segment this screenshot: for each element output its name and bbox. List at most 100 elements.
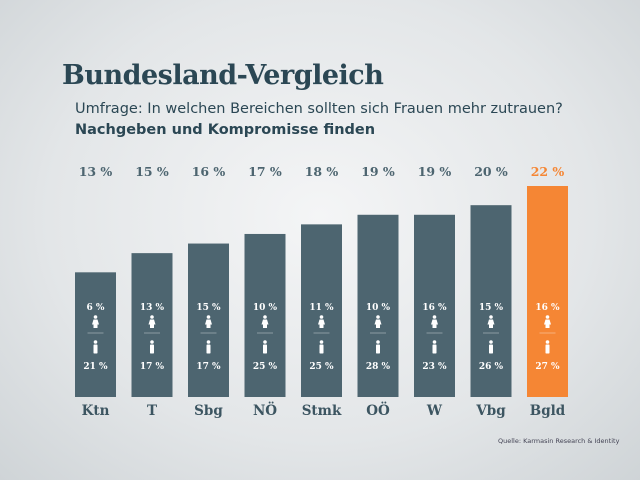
bar-group: 20 % 15 % 26 % Vbg: [470, 164, 512, 419]
value-label: 19 %: [418, 164, 452, 179]
male-icon: [319, 340, 324, 354]
icon-head: [545, 340, 550, 344]
icon-body: [261, 319, 269, 328]
icon-body: [489, 344, 493, 354]
female-icon: [261, 315, 269, 328]
icon-head: [432, 340, 437, 344]
icon-body: [150, 344, 154, 354]
icon-body: [487, 319, 495, 328]
category-label: OÖ: [366, 402, 390, 419]
male-icon: [432, 340, 437, 354]
bar-group: 22 % 16 % 27 % Bgld: [527, 164, 568, 419]
icon-head: [376, 315, 380, 319]
female-value-label: 11 %: [309, 303, 334, 313]
male-icon: [150, 340, 154, 354]
icon-head: [545, 315, 550, 319]
bar: [527, 186, 568, 397]
female-value-label: 6 %: [87, 303, 105, 313]
icon-head: [432, 315, 437, 319]
female-icon: [318, 315, 325, 328]
icon-head: [150, 315, 154, 319]
female-value-label: 15 %: [196, 303, 221, 313]
value-label: 16 %: [192, 164, 226, 179]
icon-head: [489, 315, 493, 319]
bar: [470, 205, 512, 397]
female-icon: [148, 315, 156, 328]
icon-body: [376, 344, 380, 354]
male-icon: [263, 340, 267, 354]
icon-body: [319, 344, 324, 354]
male-icon: [545, 340, 550, 354]
male-value-label: 28 %: [366, 362, 391, 372]
bar-group: 17 % 10 % 25 % NÖ: [244, 164, 286, 419]
female-value-label: 15 %: [479, 303, 504, 313]
icon-head: [206, 315, 211, 319]
male-value-label: 21 %: [83, 362, 108, 372]
value-label: 18 %: [305, 164, 339, 179]
icon-head: [376, 340, 380, 344]
category-label: Sbg: [194, 403, 223, 419]
icon-head: [319, 340, 324, 344]
icon-body: [148, 319, 156, 328]
male-value-label: 26 %: [479, 362, 504, 372]
female-icon: [544, 315, 551, 328]
bar-group: 19 % 10 % 28 % OÖ: [357, 164, 399, 419]
bar: [357, 214, 399, 397]
icon-body: [431, 319, 438, 328]
male-value-label: 23 %: [422, 362, 447, 372]
male-icon: [206, 340, 211, 354]
value-label: 22 %: [531, 164, 565, 179]
icon-head: [93, 340, 98, 344]
male-value-label: 17 %: [140, 362, 165, 372]
icon-head: [206, 340, 211, 344]
male-icon: [376, 340, 380, 354]
category-label: T: [147, 403, 157, 419]
icon-body: [92, 319, 99, 328]
value-label: 13 %: [79, 164, 113, 179]
category-label: NÖ: [253, 402, 277, 419]
female-icon: [374, 315, 382, 328]
subtitle-topic: Nachgeben und Kompromisse finden: [75, 122, 376, 138]
value-label: 17 %: [248, 164, 282, 179]
bar: [301, 224, 342, 397]
icon-body: [544, 319, 551, 328]
icon-head: [93, 315, 98, 319]
value-label: 19 %: [361, 164, 395, 179]
female-icon: [205, 315, 212, 328]
female-value-label: 13 %: [140, 303, 165, 313]
icon-body: [318, 319, 325, 328]
value-label: 20 %: [474, 164, 508, 179]
icon-head: [319, 315, 324, 319]
female-icon: [431, 315, 438, 328]
icon-head: [489, 340, 493, 344]
female-value-label: 16 %: [535, 303, 560, 313]
subtitle: Umfrage: In welchen Bereichen sollten si…: [75, 101, 563, 117]
bar-group: 18 % 11 % 25 % Stmk: [301, 164, 342, 419]
female-value-label: 10 %: [366, 303, 391, 313]
category-label: Stmk: [302, 403, 342, 419]
male-icon: [489, 340, 493, 354]
female-value-label: 10 %: [253, 303, 278, 313]
icon-body: [205, 319, 212, 328]
bar-group: 19 % 16 % 23 % W: [414, 164, 455, 419]
bar: [75, 272, 116, 397]
bar-group: 16 % 15 % 17 % Sbg: [188, 164, 229, 419]
male-value-label: 25 %: [309, 362, 334, 372]
category-label: W: [426, 403, 443, 419]
male-value-label: 17 %: [196, 362, 221, 372]
icon-body: [432, 344, 437, 354]
female-icon: [92, 315, 99, 328]
bar-group: 15 % 13 % 17 % T: [131, 164, 173, 419]
male-icon: [93, 340, 98, 354]
category-label: Vbg: [475, 403, 506, 419]
icon-body: [206, 344, 211, 354]
female-value-label: 16 %: [422, 303, 447, 313]
male-value-label: 27 %: [535, 362, 560, 372]
icon-body: [263, 344, 267, 354]
icon-head: [263, 340, 267, 344]
category-label: Bgld: [530, 403, 566, 419]
icon-head: [263, 315, 267, 319]
bar-group: 13 % 6 % 21 % Ktn: [75, 164, 116, 419]
male-value-label: 25 %: [253, 362, 278, 372]
